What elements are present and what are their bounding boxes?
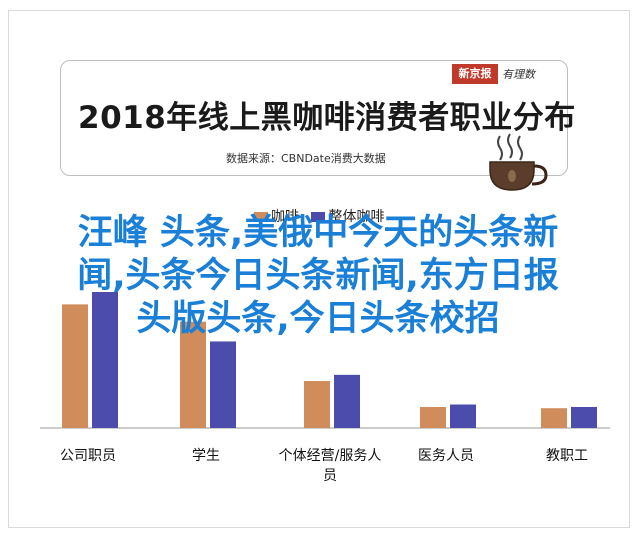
overlay-headline-text: 汪峰 头条,美俄中今天的头条新 闻,头条今日头条新闻,东方日报 头版头条,今日头… bbox=[18, 212, 618, 341]
bar-a-2 bbox=[304, 381, 330, 428]
legend-swatch-a bbox=[254, 212, 268, 222]
legend-label-b: 整体咖啡 bbox=[328, 209, 385, 225]
publisher-logo: 新京报 有理数 bbox=[452, 64, 544, 84]
x-tick-label-3: 医务人员 bbox=[418, 448, 474, 464]
bar-b-2 bbox=[334, 374, 360, 428]
x-tick-label-2: 个体经营/服务人员 bbox=[278, 448, 382, 484]
legend: 咖啡 整体咖啡 bbox=[246, 206, 384, 226]
bar-a-3 bbox=[420, 406, 446, 428]
data-source: 数据来源：CBNDate消费大数据 bbox=[226, 152, 386, 165]
chart-frame bbox=[8, 10, 630, 528]
coffee-cup-icon bbox=[489, 133, 548, 191]
bar-b-1 bbox=[210, 341, 236, 428]
bar-a-4 bbox=[541, 408, 567, 428]
chart-title: 2018年线上黑咖啡消费者职业分布 bbox=[78, 100, 576, 136]
bar-a-0 bbox=[62, 304, 88, 428]
overlay-line-2: 闻,头条今日头条新闻,东方日报 bbox=[77, 256, 559, 296]
bar-b-0 bbox=[92, 292, 118, 428]
bar-b-4 bbox=[571, 406, 597, 428]
x-tick-label-1: 学生 bbox=[192, 448, 220, 464]
x-tick-label-4: 教职工 bbox=[546, 448, 588, 464]
overlay-line-3: 头版头条,今日头条校招 bbox=[136, 299, 500, 339]
overlay-line-1: 汪峰 头条,美俄中今天的头条新 bbox=[77, 213, 559, 253]
bar-a-1 bbox=[180, 321, 206, 428]
legend-label-a: 咖啡 bbox=[271, 209, 299, 225]
logo-sub: 有理数 bbox=[502, 68, 535, 81]
bar-b-3 bbox=[450, 404, 476, 428]
x-tick-label-0: 公司职员 bbox=[60, 448, 116, 464]
legend-swatch-b bbox=[311, 212, 326, 222]
logo-brand: 新京报 bbox=[452, 64, 498, 84]
